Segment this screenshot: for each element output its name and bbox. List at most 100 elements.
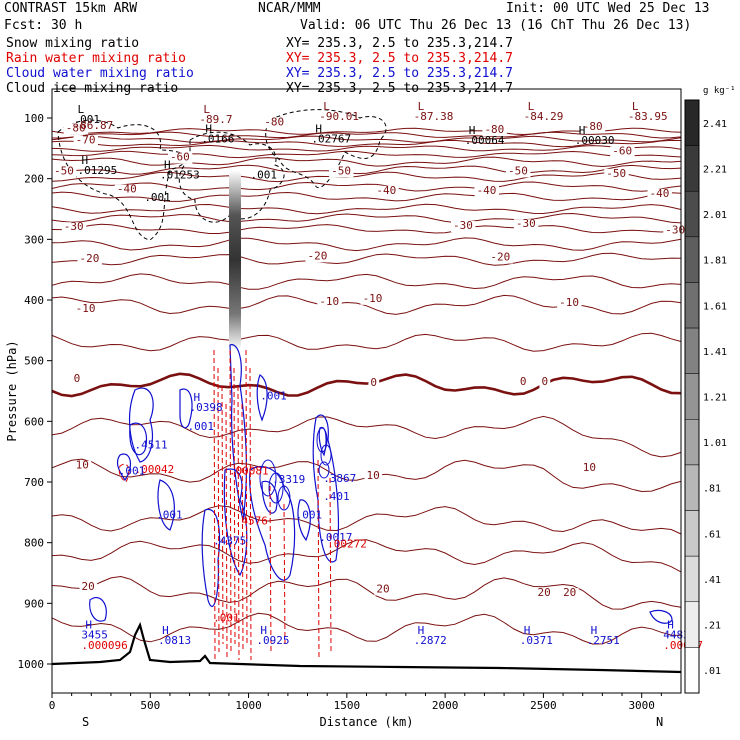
isotherm-label-bg bbox=[364, 470, 383, 482]
cloud-water-contour bbox=[259, 459, 277, 497]
isotherm-label-bg bbox=[167, 152, 193, 164]
colorbar-label: .41 bbox=[703, 575, 721, 586]
extremum-value-label: -87.38 bbox=[414, 110, 454, 123]
colorbar-segment bbox=[684, 510, 700, 557]
isotherm-label: -50 bbox=[508, 164, 528, 177]
extremum-value-label: .2751 bbox=[587, 634, 620, 647]
cloud-water-contour bbox=[249, 466, 296, 581]
isotherm-line bbox=[51, 171, 682, 183]
isotherm-line bbox=[51, 212, 682, 224]
low-marker: L bbox=[632, 100, 639, 113]
y-tick-label: 200 bbox=[24, 173, 44, 186]
extremum-value-label: .001 bbox=[74, 113, 101, 126]
low-marker: L bbox=[203, 103, 210, 116]
x-tick-label: 2500 bbox=[530, 699, 557, 712]
isotherm-label-bg bbox=[561, 588, 579, 600]
isotherm-line bbox=[51, 505, 682, 535]
colorbar-segment bbox=[684, 190, 700, 238]
isotherm-label-bg bbox=[61, 222, 87, 234]
extremum-value-label: .0813 bbox=[158, 634, 191, 647]
colorbar-label: 1.41 bbox=[703, 347, 727, 358]
cloud-water-contour bbox=[129, 422, 148, 456]
extremum-value-label: .001 bbox=[250, 169, 277, 182]
isotherm-label: -20 bbox=[80, 252, 100, 265]
colorbar-label: 1.81 bbox=[703, 256, 727, 267]
isotherm-label: -80 bbox=[484, 123, 504, 136]
rain-water-contour bbox=[245, 349, 248, 645]
field-cloud-name: Cloud water mixing ratio bbox=[6, 66, 194, 81]
high-marker: H bbox=[85, 619, 92, 632]
isotherm-label-bg bbox=[305, 251, 330, 263]
isotherm-label-bg bbox=[114, 184, 140, 196]
high-marker: H bbox=[315, 122, 322, 135]
colorbar-label: .61 bbox=[703, 529, 721, 540]
cloud-water-contour bbox=[320, 444, 332, 466]
isotherm-label-bg bbox=[517, 376, 529, 388]
colorbar-label: 2.01 bbox=[703, 210, 727, 221]
low-marker: L bbox=[78, 103, 85, 116]
isotherm-label: -30 bbox=[64, 220, 84, 233]
isotherm-label-bg bbox=[317, 296, 342, 308]
isotherm-label-bg bbox=[51, 166, 77, 178]
extremum-value-label: .01295 bbox=[77, 164, 117, 177]
extremum-value-label: .01253 bbox=[160, 169, 200, 182]
colorbar-segment bbox=[684, 601, 700, 648]
cloud-water-contour bbox=[277, 485, 291, 511]
rain-water-contour bbox=[213, 349, 216, 661]
high-marker: H bbox=[194, 391, 201, 404]
y-tick-label: 500 bbox=[24, 355, 44, 368]
high-marker: H bbox=[260, 624, 267, 637]
isotherm-label-bg bbox=[488, 252, 513, 264]
rain-water-contour bbox=[317, 459, 320, 661]
isotherm-line bbox=[51, 156, 682, 168]
extremum-value-label: 4483 bbox=[663, 629, 690, 642]
extremum-value-label: .2872 bbox=[414, 634, 447, 647]
extremum-value-label: .00081 bbox=[229, 465, 269, 478]
isotherm-label-bg bbox=[73, 460, 92, 472]
extremum-value-label: .0925 bbox=[256, 634, 289, 647]
contour-labels: -80 -80-80 -80-70-60 -60-50 -50 -50 -50-40 -40-… bbox=[51, 100, 703, 652]
isotherm-line bbox=[51, 415, 682, 458]
extremum-value-label: -84.29 bbox=[524, 110, 564, 123]
isotherm-label-bg bbox=[329, 166, 354, 178]
extremum-value-label: .001 bbox=[213, 612, 240, 625]
isotherm-label-bg bbox=[262, 117, 287, 129]
extremum-value-label: -89.7 bbox=[199, 113, 232, 126]
extremum-value-label: .02767 bbox=[311, 132, 351, 145]
terrain-profile bbox=[51, 621, 682, 674]
isotherm-label: 20 bbox=[538, 586, 551, 599]
isotherm-label-bg bbox=[506, 166, 531, 178]
x-tick-label: 500 bbox=[140, 699, 160, 712]
isotherm-label: 10 bbox=[583, 461, 596, 474]
y-tick-label: 700 bbox=[24, 476, 44, 489]
rain-water-contour bbox=[283, 503, 286, 645]
cloud-ice-contours bbox=[57, 109, 387, 241]
org-title: NCAR/MMM bbox=[258, 1, 321, 16]
extremum-value-label: -90.01 bbox=[319, 110, 359, 123]
rain-water-contours bbox=[118, 349, 332, 661]
isotherm-label: -20 bbox=[490, 251, 510, 264]
y-tick-label: 300 bbox=[24, 233, 44, 246]
colorbar-frame bbox=[684, 99, 700, 694]
isotherm-label: -10 bbox=[363, 292, 383, 305]
isotherm-label: -10 bbox=[559, 296, 579, 309]
extremum-value-label: .4375 bbox=[213, 534, 246, 547]
extremum-value-label: .3867 bbox=[323, 472, 356, 485]
isotherm-line bbox=[51, 332, 682, 352]
extremum-value-label: .4511 bbox=[134, 439, 167, 452]
isotherm-label: -40 bbox=[376, 184, 396, 197]
colorbar-segment bbox=[684, 99, 700, 146]
y-tick-label: 900 bbox=[24, 597, 44, 610]
isotherm-label: -10 bbox=[319, 295, 339, 308]
rain-water-contour bbox=[221, 385, 224, 645]
colorbar-label: .21 bbox=[703, 621, 721, 632]
isotherm-label-bg bbox=[610, 146, 635, 158]
isotherm-line bbox=[51, 273, 682, 290]
high-marker: H bbox=[469, 124, 476, 137]
field-ice-name: Cloud ice mixing ratio bbox=[6, 81, 179, 96]
colorbar-label: 1.61 bbox=[703, 301, 727, 312]
isotherm-line bbox=[51, 203, 682, 215]
isotherm-label-bg bbox=[71, 373, 83, 385]
